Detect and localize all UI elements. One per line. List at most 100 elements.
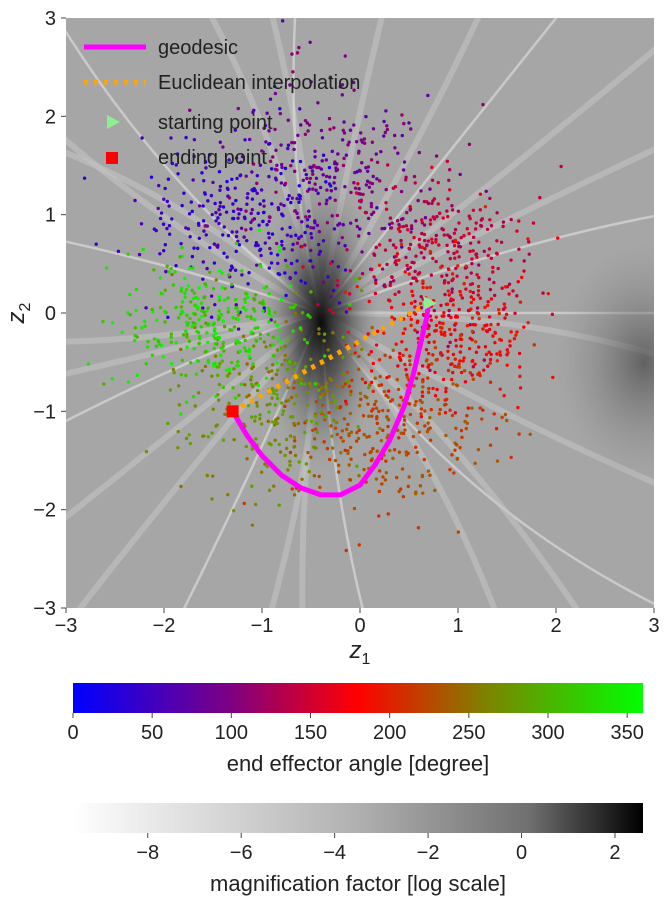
data-point	[267, 292, 272, 296]
data-point	[400, 467, 405, 471]
data-point	[340, 83, 345, 87]
data-point	[292, 147, 296, 152]
data-point	[140, 326, 144, 330]
data-point	[227, 401, 231, 406]
data-point	[120, 330, 124, 335]
data-point	[400, 245, 404, 249]
data-point	[481, 327, 485, 331]
data-point	[232, 216, 236, 221]
data-point	[295, 51, 300, 55]
data-point	[328, 196, 332, 200]
data-point	[453, 364, 457, 369]
data-point	[315, 223, 320, 228]
data-point	[360, 250, 364, 254]
data-point	[402, 121, 406, 126]
data-point	[419, 251, 424, 255]
data-point	[354, 140, 359, 144]
data-point	[388, 216, 393, 220]
data-point	[307, 180, 312, 185]
data-point	[180, 358, 185, 363]
data-point	[307, 469, 311, 474]
data-point	[429, 318, 433, 322]
data-point	[358, 391, 363, 396]
geodesic-line	[230, 300, 432, 498]
data-point	[476, 447, 481, 452]
data-point	[288, 450, 293, 455]
data-point	[468, 249, 472, 254]
data-point	[377, 383, 381, 388]
data-point	[373, 291, 378, 296]
data-point	[397, 450, 402, 454]
data-point	[365, 395, 369, 400]
data-point	[203, 224, 207, 228]
data-point	[483, 204, 488, 209]
data-point	[221, 319, 225, 323]
data-point	[269, 318, 273, 322]
data-point	[245, 202, 249, 206]
data-point	[448, 256, 453, 261]
data-point	[383, 130, 388, 135]
y-tick-label: −3	[33, 598, 56, 620]
data-point	[374, 152, 378, 156]
data-point	[355, 284, 360, 289]
data-point	[471, 235, 476, 240]
data-point	[226, 233, 231, 238]
data-point	[438, 265, 443, 270]
data-point	[354, 439, 359, 443]
data-point	[419, 189, 423, 193]
data-point	[210, 431, 214, 435]
data-point	[479, 224, 484, 228]
data-point	[382, 134, 386, 138]
data-point	[279, 162, 284, 167]
data-point	[343, 243, 347, 248]
data-point	[457, 365, 462, 369]
data-point	[309, 232, 313, 236]
data-point	[491, 265, 495, 270]
data-point	[343, 185, 347, 189]
data-point	[316, 101, 320, 105]
data-point	[387, 222, 392, 226]
data-point	[144, 362, 148, 366]
data-point	[456, 264, 460, 268]
data-point	[528, 432, 532, 437]
data-point	[169, 335, 173, 339]
data-point	[470, 316, 475, 320]
data-point	[336, 223, 340, 227]
data-point	[299, 279, 303, 283]
data-point	[450, 377, 454, 382]
data-point	[390, 315, 394, 319]
data-point	[273, 403, 278, 407]
data-point	[304, 462, 309, 466]
data-point	[515, 330, 519, 334]
data-point	[309, 80, 313, 84]
data-point	[394, 262, 399, 267]
data-point	[354, 218, 359, 223]
data-point	[227, 273, 231, 277]
data-point	[385, 124, 389, 128]
data-point	[341, 372, 345, 376]
data-point	[142, 319, 147, 324]
data-point	[475, 255, 479, 259]
data-point	[218, 200, 223, 205]
data-point	[295, 196, 299, 201]
data-point	[417, 430, 421, 434]
data-point	[321, 173, 325, 177]
data-point	[206, 323, 210, 327]
data-point	[346, 422, 350, 427]
data-point	[152, 227, 157, 231]
data-point	[299, 234, 304, 238]
data-point	[374, 343, 379, 347]
data-point	[252, 309, 257, 313]
data-point	[280, 362, 284, 367]
data-point	[418, 398, 422, 403]
data-point	[290, 196, 295, 200]
data-point	[442, 330, 447, 335]
data-point	[491, 334, 495, 338]
data-point	[315, 430, 320, 435]
data-point	[204, 233, 208, 237]
data-point	[362, 467, 366, 472]
data-point	[211, 323, 215, 327]
data-point	[333, 186, 338, 191]
data-point	[200, 314, 204, 319]
